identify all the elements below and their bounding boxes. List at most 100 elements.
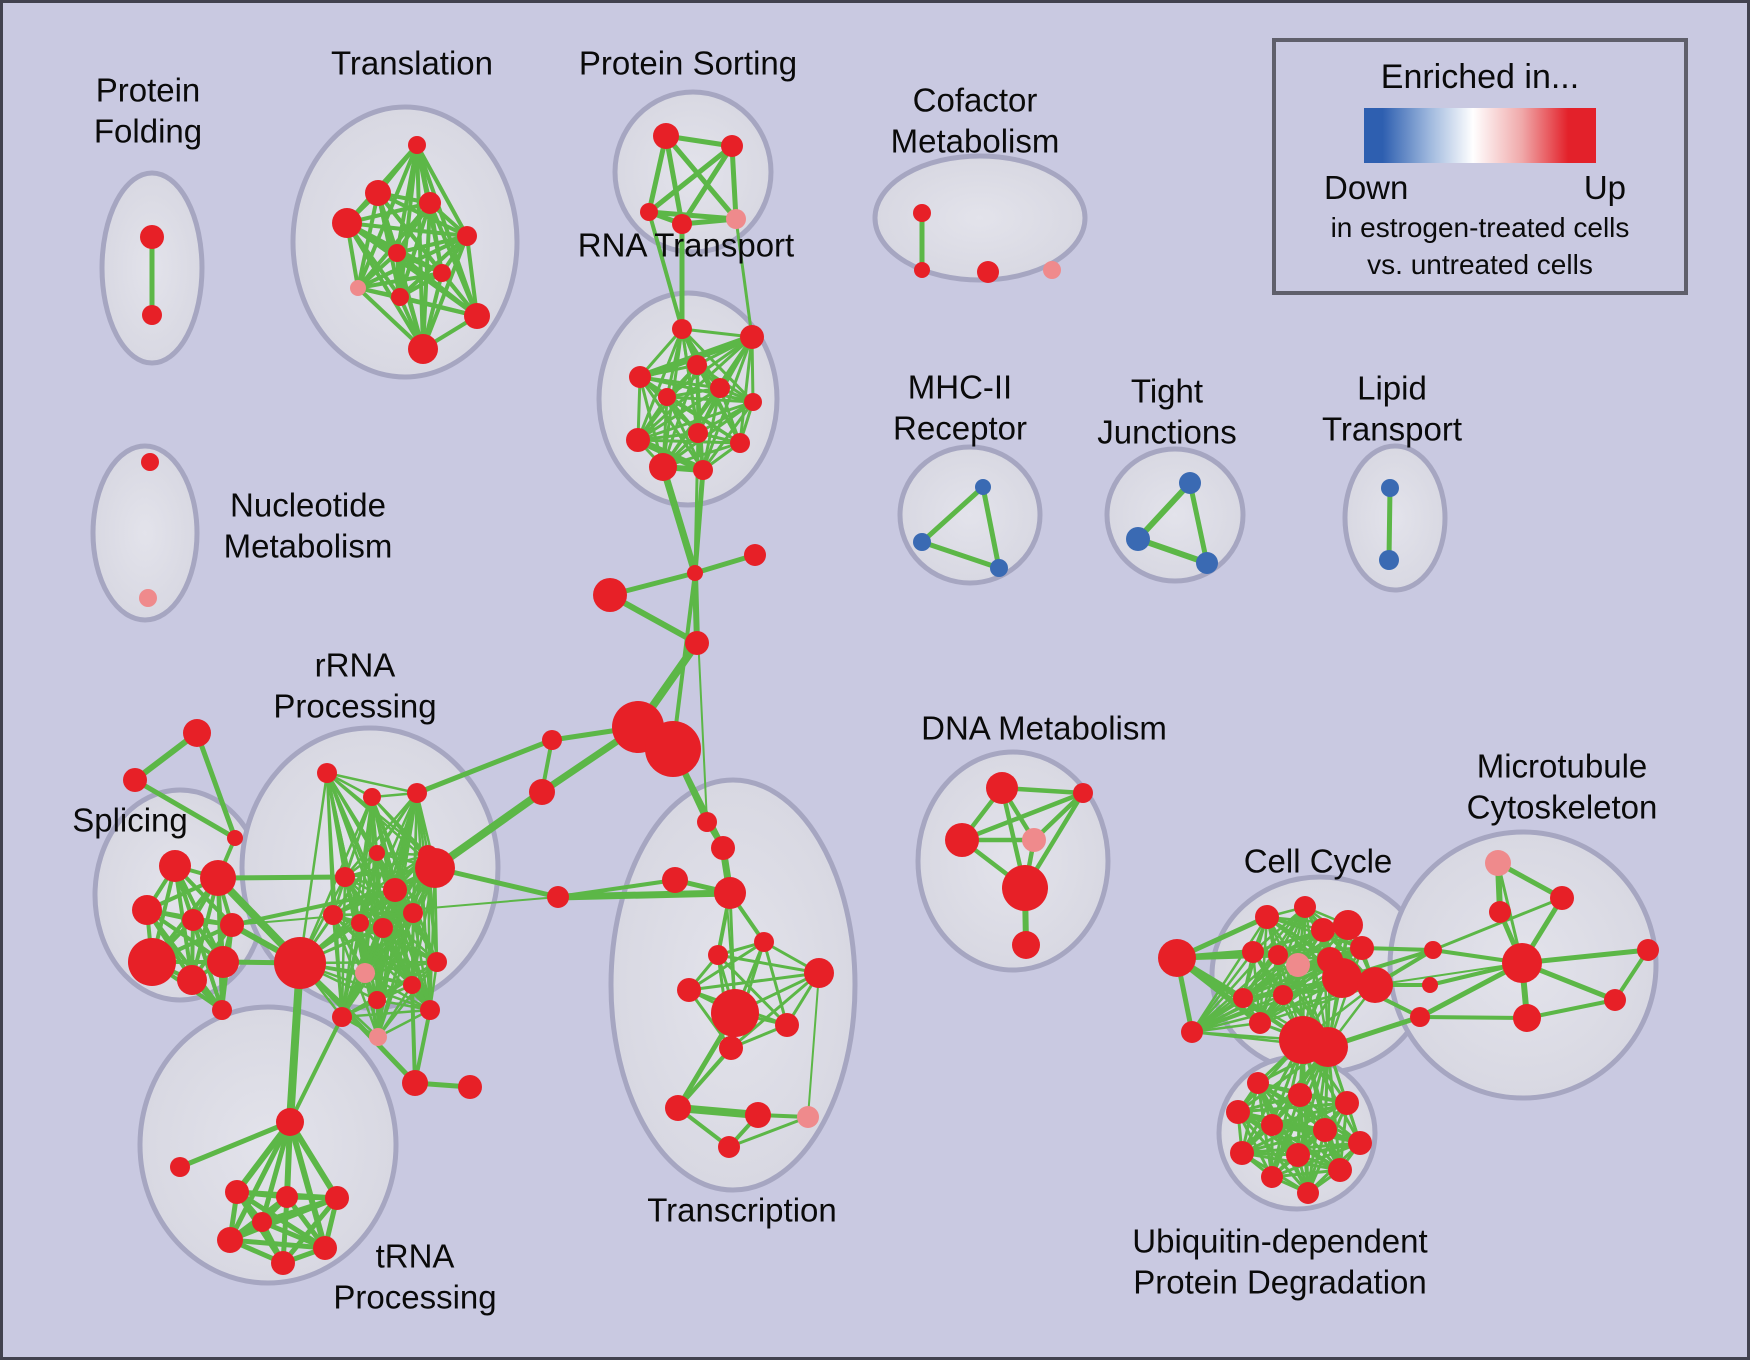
edge: [1190, 1021, 1262, 1034]
node-cc5: [1350, 936, 1374, 960]
node-cc14: [1249, 1012, 1271, 1034]
node-ub1: [1247, 1072, 1269, 1094]
node-tx5: [754, 932, 774, 952]
edge: [398, 234, 469, 299]
node-cc1: [1255, 905, 1279, 929]
node-tg2: [123, 768, 147, 792]
node-lp1: [1381, 479, 1399, 497]
node-cf4: [1043, 261, 1061, 279]
node-tn2: [170, 1157, 190, 1177]
edge: [679, 143, 735, 227]
node-ps4: [672, 214, 692, 234]
cluster-rrna-processing-label: Processing: [273, 688, 436, 725]
edge: [716, 953, 789, 1027]
edge: [410, 911, 415, 987]
edge: [376, 960, 439, 1039]
edge: [663, 133, 685, 227]
node-mt4: [1502, 943, 1542, 983]
cluster-nucleotide-metabolism-ellipse: [90, 443, 200, 623]
edge: [432, 865, 561, 900]
edge: [687, 940, 766, 992]
node-rr19: [420, 1000, 440, 1020]
cluster-tight-junctions-label: Junctions: [1097, 414, 1236, 451]
node-rt1: [672, 319, 692, 339]
node-sp8: [207, 946, 239, 978]
cluster-dna-metabolism-ellipse: [915, 749, 1111, 973]
node-tx7: [804, 958, 834, 988]
node-tn4: [276, 1186, 298, 1208]
node-ps5: [726, 209, 746, 229]
node-tn7: [271, 1251, 295, 1275]
node-tj2: [1126, 527, 1150, 551]
node-ub9: [1286, 1143, 1310, 1167]
edge: [701, 335, 754, 472]
edge: [701, 386, 722, 472]
cluster-transcription-label: Transcription: [647, 1192, 837, 1229]
edge: [738, 335, 754, 445]
node-dn1: [986, 772, 1018, 804]
node-sp1: [159, 850, 191, 882]
node-tl6: [388, 244, 406, 262]
cluster-mhc-ii-receptor-label: MHC-II: [908, 369, 1012, 406]
node-rr2: [363, 788, 381, 806]
node-sp4: [182, 909, 204, 931]
cluster-dna-metabolism-label: DNA Metabolism: [921, 710, 1167, 747]
node-sp6: [128, 938, 176, 986]
edge: [729, 143, 739, 222]
node-rt3: [687, 355, 707, 375]
node-sp9: [212, 1000, 232, 1020]
nodes-layer: [123, 123, 1659, 1275]
node-ch2: [744, 544, 766, 566]
edge: [1374, 962, 1523, 986]
node-tn3: [225, 1180, 249, 1204]
edge: [345, 221, 425, 351]
cluster-cofactor-metabolism-ellipse: [872, 153, 1088, 283]
node-ch4: [685, 631, 709, 655]
node-tx6: [708, 945, 728, 965]
edge: [1251, 905, 1307, 954]
cluster-trna-processing-label: Processing: [333, 1279, 496, 1316]
node-mb3: [1410, 1007, 1430, 1027]
node-ch1: [687, 565, 703, 581]
edge: [1418, 1015, 1529, 1020]
edge: [959, 790, 1086, 843]
node-cc4: [1311, 918, 1335, 942]
node-sp5: [220, 913, 244, 937]
cluster-trna-processing-label: tRNA: [376, 1238, 455, 1275]
edge: [727, 1115, 810, 1149]
legend-up-label: Up: [1583, 169, 1626, 206]
cluster-microtubule-cytoskeleton-label: Microtubule: [1477, 748, 1648, 785]
edge: [1190, 993, 1285, 1034]
edge: [1326, 1045, 1342, 1172]
edge: [395, 234, 469, 255]
edge: [1135, 536, 1210, 566]
edge: [428, 866, 437, 1012]
cluster-tight-junctions-ellipse: [1104, 446, 1246, 584]
cluster-splicing-label: Splicing: [72, 802, 188, 839]
edge: [659, 463, 699, 577]
edge: [376, 866, 437, 1039]
edge: [356, 271, 444, 290]
node-ub8: [1230, 1141, 1254, 1165]
edge: [1135, 480, 1193, 542]
edge: [363, 960, 439, 975]
edge: [215, 874, 348, 881]
node-rr12: [403, 903, 423, 923]
node-sp3: [132, 895, 162, 925]
edge: [676, 1046, 733, 1110]
node-rr9: [323, 905, 343, 925]
edge: [1190, 915, 1269, 1034]
edge: [671, 571, 697, 751]
node-mt3: [1489, 901, 1511, 923]
node-mh1: [975, 479, 991, 495]
node-rr22: [458, 1075, 482, 1099]
node-tx3: [662, 867, 688, 893]
edge: [343, 791, 419, 879]
node-rr13: [274, 937, 326, 989]
edge: [259, 1195, 340, 1225]
node-rt6: [710, 378, 730, 398]
edge: [1251, 928, 1325, 954]
node-tn9: [252, 1212, 272, 1232]
edge: [636, 386, 722, 442]
